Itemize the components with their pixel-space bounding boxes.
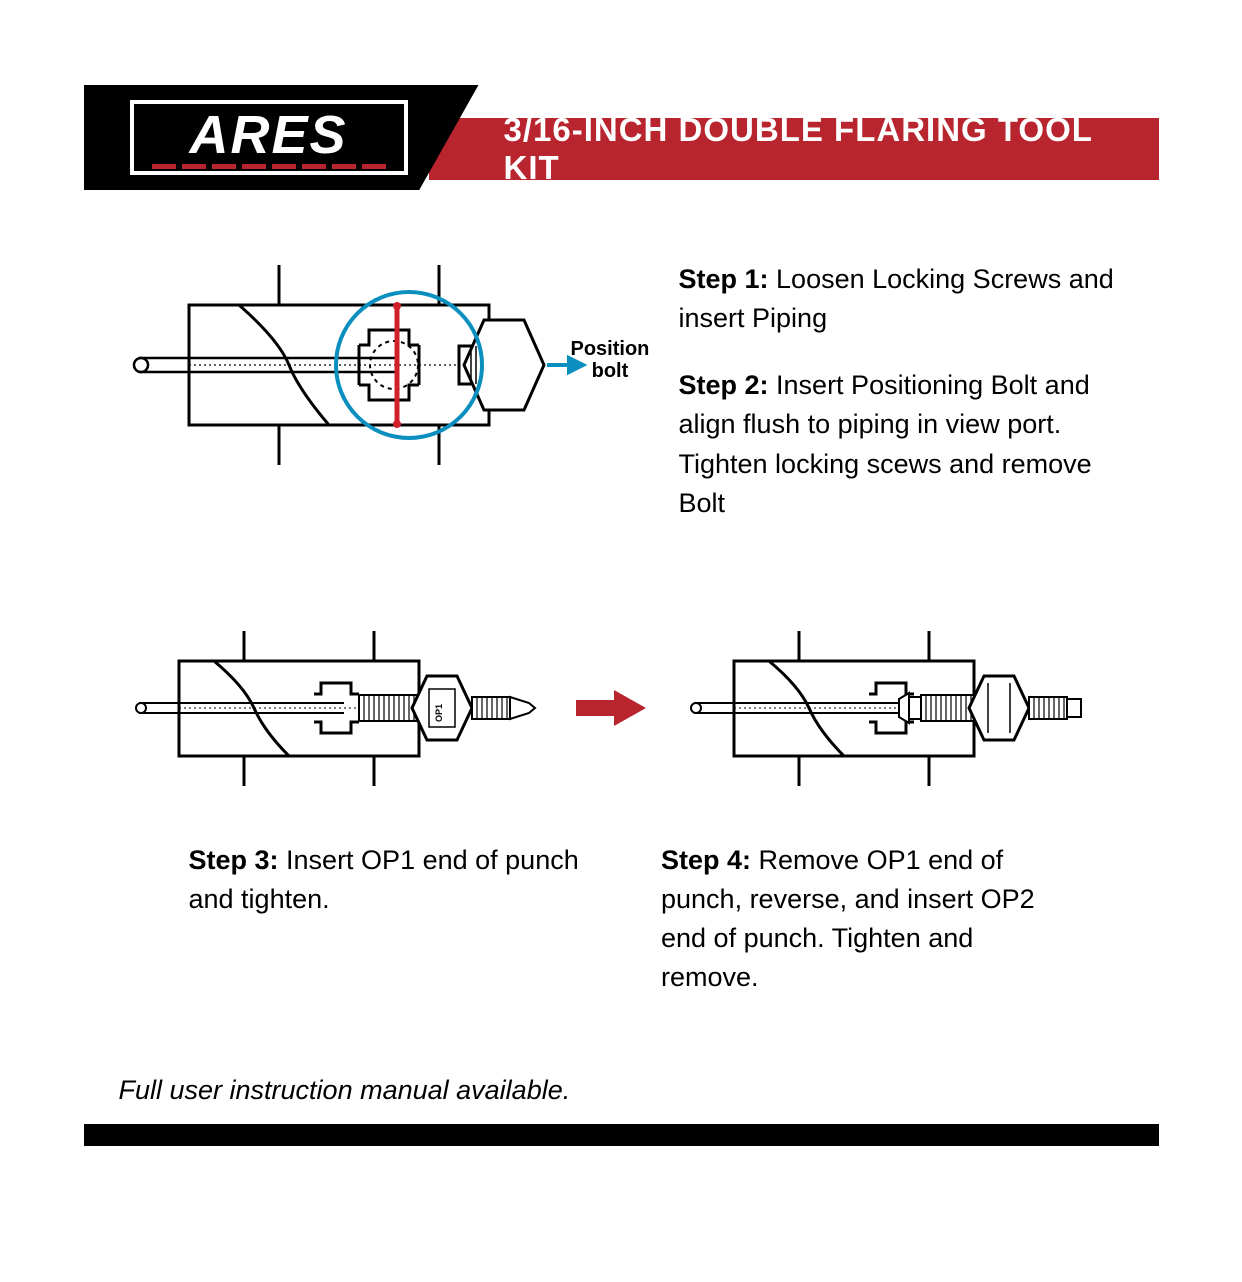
arrow-icon [574,688,649,728]
diagram-step3: OP1 [119,621,549,796]
brand-dash [182,164,206,169]
brand-dash [302,164,326,169]
step-4-label: Step 4: [661,845,751,875]
steps-1-2-text: Step 1: Loosen Locking Screws and insert… [679,250,1124,551]
brand-dash [212,164,236,169]
diagram-step4 [674,621,1104,796]
title-banner: 3/16-INCH DOUBLE FLARING TOOL KIT [429,118,1159,180]
diagram-svg-1 [119,250,649,490]
brand-logo-block: ARES [84,85,479,190]
svg-text:OP1: OP1 [434,704,444,722]
footer-note: Full user instruction manual available. [119,1075,1124,1106]
step-2: Step 2: Insert Positioning Bolt and alig… [679,366,1124,523]
brand-dash-row [152,164,386,169]
brand-dash [152,164,176,169]
row-top: Positionbolt Step 1: Loosen Locking Scre… [119,250,1124,551]
step-3: Step 3: Insert OP1 end of punch and tigh… [189,841,582,919]
bottom-bar [84,1124,1159,1146]
brand-dash [242,164,266,169]
step-4: Step 4: Remove OP1 end of punch, reverse… [661,841,1054,998]
step-1: Step 1: Loosen Locking Screws and insert… [679,260,1124,338]
brand-dash [362,164,386,169]
diagram-step1-2: Positionbolt [119,250,649,490]
product-title: 3/16-INCH DOUBLE FLARING TOOL KIT [504,111,1159,187]
step-4-wrap: Step 4: Remove OP1 end of punch, reverse… [661,841,1054,1026]
step-2-label: Step 2: [679,370,769,400]
step-1-label: Step 1: [679,264,769,294]
diagram-svg-4 [674,621,1104,796]
row-bottom-text: Step 3: Insert OP1 end of punch and tigh… [119,841,1124,1026]
row-middle: OP1 [119,621,1124,796]
brand-dash [332,164,356,169]
brand-logo-box: ARES [130,100,408,174]
content-area: Positionbolt Step 1: Loosen Locking Scre… [84,190,1159,1106]
brand-dash [272,164,296,169]
diagram-svg-3: OP1 [119,621,549,796]
step-3-label: Step 3: [189,845,279,875]
arrow-step3-to-4 [574,688,649,728]
infographic-page: ARES 3/16-INCH DOUBLE FLARING TOOL KIT [84,0,1159,1146]
brand-name: ARES [189,110,347,161]
step-3-wrap: Step 3: Insert OP1 end of punch and tigh… [189,841,582,1026]
position-bolt-label: Positionbolt [571,338,650,382]
header: ARES 3/16-INCH DOUBLE FLARING TOOL KIT [84,85,1159,190]
